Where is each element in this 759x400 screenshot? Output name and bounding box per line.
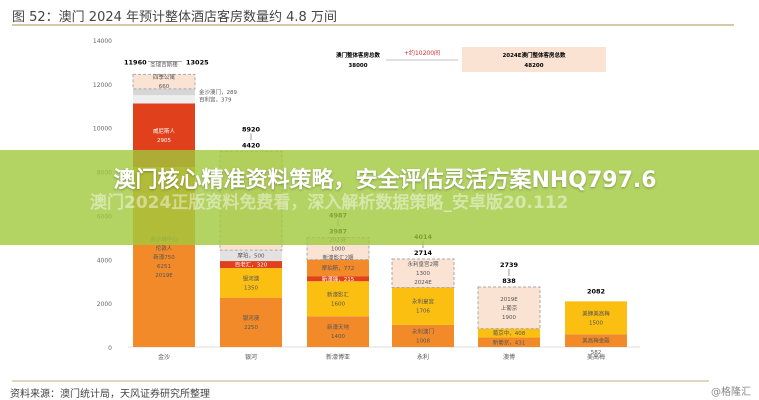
segment-label: 新濠锋，215 [322,275,355,283]
segment-side-label: 金沙澳门，289 [199,88,237,96]
overlay-banner [0,150,759,245]
source-note: 资料来源：澳门统计局，天风证券研究所整理 [10,389,210,400]
watermark: @格隆汇 [711,387,751,398]
segment-label: 1706 [416,309,430,315]
top-label: 圣瑞吉斯楼 [150,60,178,68]
segment-label: 银河澳 [243,314,260,322]
category-label: 澳博 [503,353,515,361]
bar-segment [220,261,282,269]
segment-label: 威尼斯人 [153,127,176,135]
bar-segment [133,95,195,104]
segment-label: 摩珀，500 [238,252,265,260]
segment-label: 新葡京，431 [493,338,526,346]
segment-label: 1500 [589,320,603,326]
bar-segment [307,276,369,282]
segment-label: 1008 [416,338,430,344]
segment-label: 伦敦人 [156,244,173,252]
bar-segment [132,73,196,90]
segment-label: 四季公寓 [153,73,176,81]
segment-label: 2905 [157,138,171,144]
bar-segment [220,297,282,347]
summary-from-label: 澳门整体客房总数 [336,51,381,59]
annotation-to: 13025 [186,58,209,66]
banner-headline: 澳门核心精准资料策略，安全评估灵活方案NHQ797.6 [113,168,657,193]
category-label: 新濠博亚 [326,353,350,361]
y-tick-label: 0 [108,345,112,352]
segment-label: 新濠影汇2期 [323,254,354,262]
y-tick-label: 14000 [93,38,112,45]
bar-segment [392,324,454,347]
segment-label: 百老汇，320 [235,261,268,269]
bar-segment [478,328,540,338]
annotation-to: 2739 [500,261,519,269]
segment-label: 美高梅金殿 [582,337,610,345]
segment-label: 2019E [155,273,173,279]
y-tick-label: 4000 [97,257,112,264]
segment-label: 摩珀斯，772 [322,264,355,272]
category-label: 永利 [417,353,429,361]
bar-segment [307,281,369,317]
footer-divider [12,380,709,382]
segment-label: 新濠影汇 [327,290,350,298]
category-label: 银河 [245,353,257,361]
segment-label: 银河澳 [243,274,260,282]
summary-delta: +约10200间 [404,49,440,57]
segment-label: 永利皇宫 [412,298,435,306]
segment-label: 新濠天地 [327,323,350,331]
segment-label: 660 [159,84,170,90]
title-divider [12,24,734,26]
bar-segment [391,258,455,288]
segment-label: 2024E [414,280,432,286]
chart-title: 图 52：澳门 2024 年预计整体酒店客房数量约 4.8 万间 [12,10,337,25]
category-label: 美高梅 [587,353,605,361]
segment-label: 美狮美高梅 [582,309,610,317]
annotation-from: 838 [502,277,516,285]
y-tick-label: 2000 [97,301,112,308]
segment-label: 1300 [416,271,430,277]
annotation-from: 11960 [124,58,147,66]
segment-label: 永利澳门 [412,327,434,335]
annotation-from: 4420 [242,141,261,149]
annotation-to: 8920 [242,125,261,133]
summary-box [462,47,606,72]
segment-below-label: 582 [591,350,602,356]
bar-segment [565,301,627,335]
segment-label: 1000 [331,247,345,253]
bar-segment [477,286,541,330]
segment-label: 6251 [157,264,171,270]
y-tick-label: 12000 [93,82,112,89]
segment-label: 新濠750 [153,253,175,261]
summary-from-value: 38000 [348,63,367,69]
segment-label: 2250 [244,325,258,331]
annotation-from: 2714 [414,249,433,257]
segment-label: 1900 [502,315,516,321]
bar-segment [307,316,369,347]
segment-label: 2019E [500,297,518,303]
bar-segment [565,334,627,347]
bar-segment [133,88,195,96]
segment-label: 上葡京 [501,304,518,312]
segment-side-label: 百利宫，379 [199,95,232,103]
category-label: 金沙 [158,353,170,361]
segment-label: 1600 [331,301,345,307]
bar-segment [220,268,282,298]
bar-segment [392,287,454,325]
segment-label: 1350 [244,285,258,291]
bar-segment [478,337,540,347]
segment-label: 葡京中，408 [493,329,526,337]
bar-segment [220,250,282,262]
bar-segment [307,259,369,277]
segment-label: 1400 [331,334,345,340]
summary-to-value: 48200 [524,63,543,69]
annotation-to: 2082 [587,287,605,295]
segment-label: 永利皇宫2期 [408,260,439,268]
banner-subtext: 澳门2024正版资料免费看，深入解析数据策略_安卓版20.112 [90,193,569,213]
y-tick-label: 10000 [93,126,112,133]
summary-to-label: 2024E澳门整体客房总数 [502,51,566,59]
